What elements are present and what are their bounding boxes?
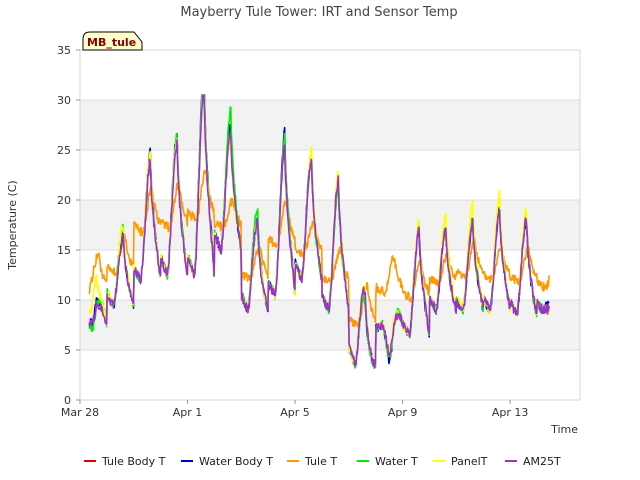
plot-band <box>80 100 580 150</box>
y-tick-label: 5 <box>64 344 71 357</box>
plot-band <box>80 50 580 100</box>
series-layer <box>88 94 550 369</box>
plot-band <box>80 350 580 400</box>
chart-title: Mayberry Tule Tower: IRT and Sensor Temp <box>180 5 457 20</box>
x-axis-label: Time <box>550 423 578 436</box>
legend-label: PanelT <box>451 455 488 468</box>
series-line-am25t <box>88 94 550 369</box>
y-tick-label: 10 <box>57 294 71 307</box>
legend-item: PanelT <box>433 455 488 468</box>
y-tick-label: 0 <box>64 394 71 407</box>
series-line-tule-t <box>88 169 550 328</box>
legend: Tule Body T Water Body T Tule T Water T Pane… <box>84 455 561 468</box>
plot-frame <box>79 49 581 401</box>
x-tick-label: Apr 13 <box>492 406 529 419</box>
x-axis: Mar 28 Apr 1 Apr 5 Apr 9 Apr 13 <box>61 400 528 419</box>
legend-label: Water T <box>375 455 418 468</box>
legend-item: Water Body T <box>181 455 273 468</box>
legend-label: Tule Body T <box>101 455 166 468</box>
y-tick-label: 30 <box>57 94 71 107</box>
legend-label: Water Body T <box>199 455 273 468</box>
legend-label: AM25T <box>523 455 561 468</box>
x-tick-label: Apr 9 <box>388 406 418 419</box>
y-tick-label: 25 <box>57 144 71 157</box>
site-label-shape <box>82 31 143 51</box>
x-tick-label: Apr 5 <box>280 406 310 419</box>
x-tick-label: Mar 28 <box>61 406 99 419</box>
legend-item: Water T <box>357 455 418 468</box>
legend-item: AM25T <box>505 455 561 468</box>
legend-item: Tule Body T <box>84 455 166 468</box>
site-label: MB_tule <box>87 36 136 49</box>
y-axis: 0 5 10 15 20 25 30 35 <box>57 44 80 407</box>
y-tick-label: 15 <box>57 244 71 257</box>
legend-item: Tule T <box>287 455 337 468</box>
y-tick-label: 35 <box>57 44 71 57</box>
y-tick-label: 20 <box>57 194 71 207</box>
x-tick-label: Apr 1 <box>173 406 203 419</box>
y-axis-label: Temperature (C) <box>6 180 19 270</box>
legend-label: Tule T <box>304 455 337 468</box>
site-label-box: MB_tule <box>82 31 143 51</box>
plot-band <box>80 150 580 200</box>
